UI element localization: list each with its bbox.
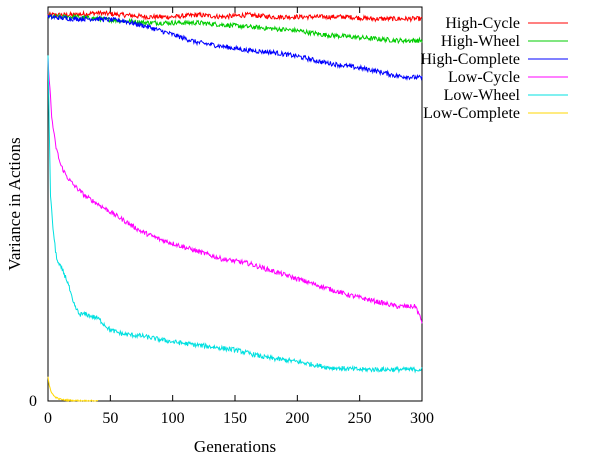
series-line-low-cycle bbox=[47, 56, 423, 324]
legend-label: Low-Wheel bbox=[444, 87, 521, 104]
x-tick-label: 300 bbox=[410, 410, 434, 427]
x-tick-label: 250 bbox=[348, 410, 372, 427]
series-line-high-cycle bbox=[47, 9, 423, 23]
x-tick-label: 100 bbox=[161, 410, 185, 427]
series-line-low-wheel bbox=[47, 55, 423, 374]
series-line-high-complete bbox=[47, 14, 423, 81]
x-tick-label: 150 bbox=[223, 410, 247, 427]
legend-label: High-Wheel bbox=[441, 33, 521, 50]
legend-label: Low-Complete bbox=[423, 105, 520, 122]
series-line-low-complete bbox=[47, 376, 99, 403]
y-tick-label: 0 bbox=[29, 393, 37, 410]
x-tick-label: 0 bbox=[44, 410, 52, 427]
x-axis-title: Generations bbox=[194, 437, 276, 456]
plot-frame bbox=[47, 6, 423, 402]
x-tick-label: 50 bbox=[102, 410, 118, 427]
legend-label: High-Complete bbox=[420, 51, 520, 68]
y-axis-title: Variance in Actions bbox=[5, 137, 24, 270]
legend-label: Low-Cycle bbox=[448, 69, 520, 86]
legend-label: High-Cycle bbox=[445, 15, 520, 32]
x-tick-label: 200 bbox=[285, 410, 309, 427]
